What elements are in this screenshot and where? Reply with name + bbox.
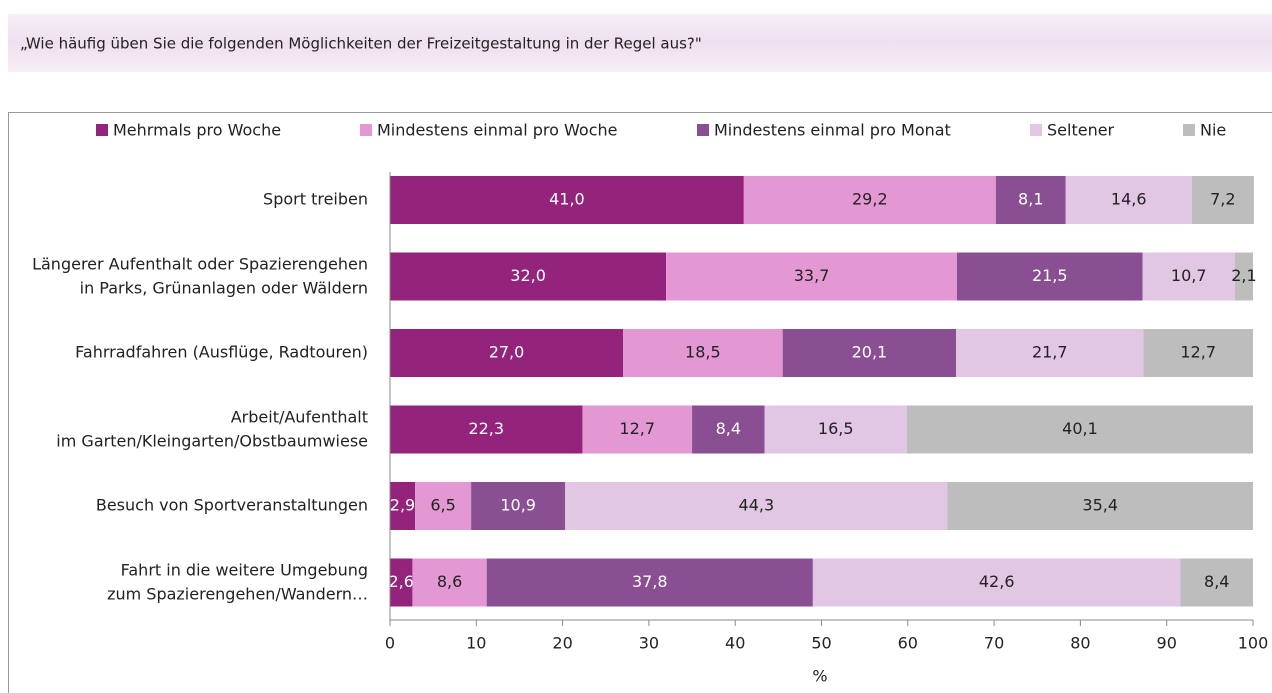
x-tick-label: 10	[466, 634, 486, 653]
value-label: 10,7	[1171, 266, 1207, 285]
bar-segment	[471, 482, 566, 530]
header-band	[8, 14, 1272, 72]
legend-label: Mehrmals pro Woche	[113, 121, 281, 140]
bar-segment	[666, 252, 957, 301]
bar-segment	[947, 482, 1253, 530]
value-label: 2,1	[1231, 266, 1256, 285]
bar-segment	[390, 405, 583, 454]
value-label: 16,5	[818, 419, 854, 438]
legend-swatch	[1030, 124, 1042, 136]
bar-segment	[782, 329, 957, 377]
bar-segment	[412, 558, 487, 607]
bar-segment	[1065, 176, 1192, 224]
bar-segment	[1142, 252, 1235, 301]
x-axis-label: %	[812, 667, 827, 686]
x-tick-label: 50	[811, 634, 831, 653]
value-label: 27,0	[489, 343, 525, 362]
x-tick-label: 90	[1157, 634, 1177, 653]
value-label: 29,2	[852, 190, 888, 209]
value-label: 12,7	[1180, 343, 1216, 362]
value-label: 32,0	[510, 266, 546, 285]
bar-segment	[812, 558, 1181, 607]
value-label: 14,6	[1111, 190, 1147, 209]
category-label: Fahrradfahren (Ausflüge, Radtouren)	[75, 343, 368, 362]
value-label: 7,2	[1210, 190, 1235, 209]
bar-segment	[956, 252, 1143, 301]
value-label: 8,4	[716, 419, 741, 438]
x-tick-label: 0	[385, 634, 395, 653]
legend-label: Mindestens einmal pro Woche	[377, 121, 617, 140]
value-label: 22,3	[468, 419, 504, 438]
x-tick-label: 60	[898, 634, 918, 653]
value-label: 8,4	[1204, 572, 1229, 591]
legend-swatch	[360, 124, 372, 136]
value-label: 44,3	[739, 496, 775, 515]
category-label: Längerer Aufenthalt oder Spazierengehen i…	[32, 254, 368, 297]
bar-segment	[390, 558, 413, 607]
bar-segment	[956, 329, 1144, 377]
bar-segment	[1191, 176, 1254, 224]
legend-label: Seltener	[1047, 121, 1115, 140]
category-label: Arbeit/Aufenthalt im Garten/Kleingarten/O…	[56, 407, 368, 450]
x-tick-label: 40	[725, 634, 745, 653]
value-label: 42,6	[979, 572, 1015, 591]
x-tick-label: 100	[1238, 634, 1269, 653]
value-label: 6,5	[430, 496, 455, 515]
value-label: 10,9	[500, 496, 536, 515]
bar-segment	[692, 405, 765, 454]
bar-segment	[1143, 329, 1253, 377]
value-label: 18,5	[685, 343, 721, 362]
value-label: 20,1	[852, 343, 888, 362]
value-label: 41,0	[549, 190, 585, 209]
x-tick-label: 30	[639, 634, 659, 653]
legend-label: Nie	[1200, 121, 1226, 140]
value-label: 2,9	[390, 496, 415, 515]
legend-swatch	[697, 124, 709, 136]
value-label: 33,7	[794, 266, 830, 285]
legend-label: Mindestens einmal pro Monat	[714, 121, 951, 140]
category-label: Fahrt in die weitere Umgebung zum Spazier…	[107, 560, 368, 603]
bar-segment	[1180, 558, 1253, 607]
legend-swatch	[1183, 124, 1195, 136]
bar-segment	[743, 176, 996, 224]
category-label: Besuch von Sportveranstaltungen	[96, 496, 368, 515]
value-label: 12,7	[619, 419, 655, 438]
bar-segment	[390, 329, 624, 377]
value-label: 21,5	[1032, 266, 1068, 285]
value-label: 37,8	[632, 572, 668, 591]
x-tick-label: 20	[552, 634, 572, 653]
bar-segment	[995, 176, 1066, 224]
value-label: 40,1	[1062, 419, 1098, 438]
question: „Wie häufig üben Sie die folgenden Mögli…	[20, 35, 702, 53]
value-label: 8,6	[437, 572, 462, 591]
bar-segment	[415, 482, 472, 530]
bar-segment	[390, 482, 416, 530]
value-label: 21,7	[1032, 343, 1068, 362]
bar-segment	[390, 252, 667, 301]
bar-segment	[1234, 252, 1253, 301]
bar-segment	[906, 405, 1253, 454]
x-tick-label: 80	[1070, 634, 1090, 653]
legend-swatch	[96, 124, 108, 136]
bar-segment	[623, 329, 783, 377]
value-label: 2,6	[388, 572, 413, 591]
value-label: 35,4	[1082, 496, 1118, 515]
bar-segment	[764, 405, 907, 454]
bar-segment	[486, 558, 813, 607]
x-tick-label: 70	[984, 634, 1004, 653]
value-label: 8,1	[1018, 190, 1043, 209]
category-label: Sport treiben	[263, 190, 368, 209]
bar-segment	[582, 405, 693, 454]
bar-segment	[565, 482, 948, 530]
bar-segment	[390, 176, 744, 224]
